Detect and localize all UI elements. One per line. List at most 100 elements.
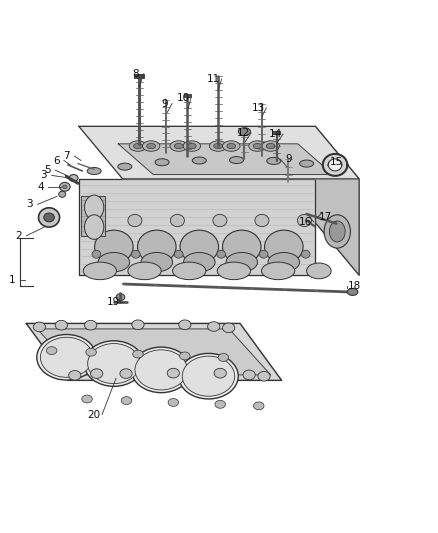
Polygon shape [37,329,271,375]
Text: 2: 2 [15,231,22,241]
Ellipse shape [184,253,215,272]
Ellipse shape [39,208,60,227]
Ellipse shape [255,214,269,227]
Ellipse shape [142,141,160,151]
Ellipse shape [218,353,229,361]
Ellipse shape [95,230,133,263]
Ellipse shape [85,215,104,239]
Ellipse shape [91,369,103,378]
Ellipse shape [92,251,101,258]
Ellipse shape [147,143,155,149]
Ellipse shape [85,195,104,220]
Ellipse shape [215,400,226,408]
Polygon shape [81,197,105,236]
Ellipse shape [226,253,258,272]
Text: 12: 12 [237,128,250,138]
Ellipse shape [173,262,206,280]
Ellipse shape [44,213,54,222]
Ellipse shape [223,323,235,333]
Polygon shape [323,154,347,176]
Ellipse shape [209,141,227,151]
Ellipse shape [69,174,78,182]
Ellipse shape [85,320,97,330]
Ellipse shape [120,369,132,378]
Ellipse shape [261,262,295,280]
Ellipse shape [46,346,57,354]
Ellipse shape [223,230,261,263]
Text: 20: 20 [88,409,101,419]
Ellipse shape [214,143,223,149]
Ellipse shape [300,160,314,167]
Ellipse shape [141,253,173,272]
Ellipse shape [167,368,180,378]
Ellipse shape [265,230,303,263]
Ellipse shape [129,141,147,151]
Ellipse shape [182,356,235,396]
Polygon shape [26,324,282,381]
Ellipse shape [307,263,331,279]
Ellipse shape [267,157,281,165]
Ellipse shape [170,141,187,151]
Ellipse shape [121,397,132,405]
Polygon shape [79,126,359,179]
Bar [184,94,191,97]
Ellipse shape [179,320,191,329]
Text: 19: 19 [106,297,120,308]
Text: 1: 1 [9,274,16,285]
Ellipse shape [118,163,132,170]
Ellipse shape [243,370,255,379]
Ellipse shape [63,185,67,189]
Text: 17: 17 [318,213,332,222]
Ellipse shape [116,294,125,301]
Ellipse shape [131,251,140,258]
Text: 18: 18 [348,281,361,291]
Ellipse shape [223,141,240,151]
Ellipse shape [128,262,161,280]
Ellipse shape [227,143,236,149]
Text: 16: 16 [299,217,312,227]
Text: 15: 15 [330,157,343,167]
Ellipse shape [187,143,196,149]
Ellipse shape [88,344,140,384]
Ellipse shape [174,251,183,258]
Ellipse shape [133,350,143,358]
Ellipse shape [217,251,226,258]
Ellipse shape [135,350,187,390]
Polygon shape [328,159,342,171]
Ellipse shape [238,128,251,135]
Ellipse shape [134,143,142,149]
Ellipse shape [87,167,101,174]
Ellipse shape [268,253,300,272]
Ellipse shape [254,402,264,410]
Ellipse shape [230,157,244,164]
Ellipse shape [132,320,144,329]
Ellipse shape [84,341,144,386]
Ellipse shape [55,320,67,330]
Ellipse shape [301,251,310,258]
Ellipse shape [131,347,191,393]
Ellipse shape [60,182,70,191]
Ellipse shape [179,353,238,399]
Ellipse shape [155,159,169,166]
Ellipse shape [297,214,311,227]
Ellipse shape [249,141,266,151]
Text: 7: 7 [63,151,70,161]
Ellipse shape [37,335,96,380]
Polygon shape [118,144,333,174]
Ellipse shape [128,214,142,227]
Ellipse shape [192,157,206,164]
Text: 3: 3 [26,199,33,209]
Polygon shape [315,126,359,275]
Text: 10: 10 [177,93,190,103]
Text: 13: 13 [252,103,265,113]
Text: 3: 3 [40,171,47,180]
Ellipse shape [170,214,184,227]
Ellipse shape [168,399,179,406]
Ellipse shape [213,214,227,227]
Ellipse shape [59,191,66,197]
Text: 6: 6 [53,156,60,166]
Ellipse shape [259,251,268,258]
Text: 8: 8 [132,69,139,79]
Ellipse shape [326,165,340,172]
Ellipse shape [180,230,219,263]
